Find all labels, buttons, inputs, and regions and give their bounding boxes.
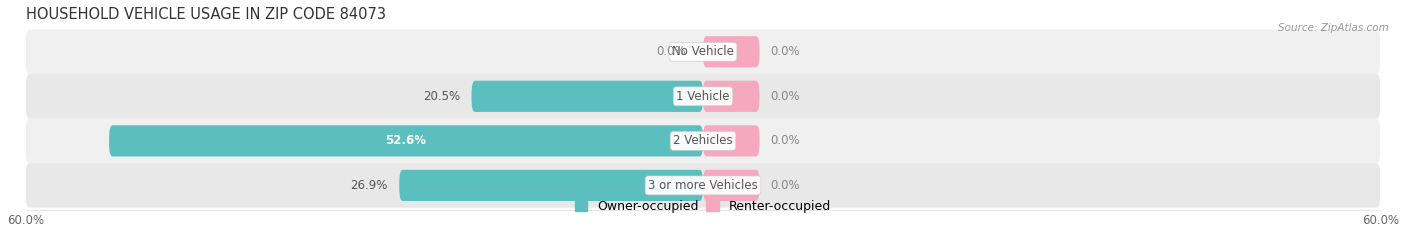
FancyBboxPatch shape (399, 170, 703, 201)
FancyBboxPatch shape (110, 125, 703, 157)
Text: 0.0%: 0.0% (770, 179, 800, 192)
Text: 1 Vehicle: 1 Vehicle (676, 90, 730, 103)
Text: 0.0%: 0.0% (657, 45, 686, 58)
Text: HOUSEHOLD VEHICLE USAGE IN ZIP CODE 84073: HOUSEHOLD VEHICLE USAGE IN ZIP CODE 8407… (25, 7, 385, 22)
Text: 0.0%: 0.0% (770, 45, 800, 58)
Legend: Owner-occupied, Renter-occupied: Owner-occupied, Renter-occupied (569, 195, 837, 218)
Text: 52.6%: 52.6% (385, 134, 426, 147)
Text: Source: ZipAtlas.com: Source: ZipAtlas.com (1278, 23, 1389, 33)
FancyBboxPatch shape (471, 81, 703, 112)
Text: 26.9%: 26.9% (350, 179, 388, 192)
Text: 0.0%: 0.0% (770, 90, 800, 103)
FancyBboxPatch shape (703, 125, 759, 157)
FancyBboxPatch shape (25, 119, 1381, 163)
Text: No Vehicle: No Vehicle (672, 45, 734, 58)
Text: 3 or more Vehicles: 3 or more Vehicles (648, 179, 758, 192)
FancyBboxPatch shape (25, 163, 1381, 208)
Text: 20.5%: 20.5% (423, 90, 460, 103)
FancyBboxPatch shape (25, 29, 1381, 74)
Text: 0.0%: 0.0% (770, 134, 800, 147)
FancyBboxPatch shape (25, 74, 1381, 119)
Text: 2 Vehicles: 2 Vehicles (673, 134, 733, 147)
FancyBboxPatch shape (703, 36, 759, 67)
FancyBboxPatch shape (703, 81, 759, 112)
FancyBboxPatch shape (703, 170, 759, 201)
